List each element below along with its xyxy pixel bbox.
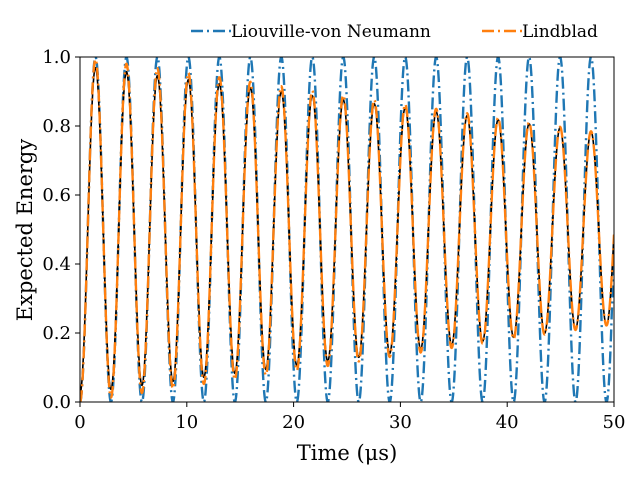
y-tick-label: 0.8: [42, 116, 71, 137]
axis-ticks: 0 10 20 30 40 50 0.0 0.2 0.4 0.6 0.8 1.0: [42, 47, 625, 433]
plot-area: [80, 57, 614, 402]
y-axis-label: Expected Energy: [13, 139, 37, 322]
y-tick-label: 0.2: [42, 323, 71, 344]
x-tick-label: 0: [74, 412, 85, 433]
x-tick-label: 20: [282, 412, 305, 433]
x-axis-label: Time (μs): [297, 441, 398, 465]
x-tick-label: 50: [603, 412, 626, 433]
y-tick-label: 0.0: [42, 392, 71, 413]
series-line-liouville-von-neumann: [80, 57, 614, 402]
x-tick-label: 10: [175, 412, 198, 433]
legend: Liouville-von Neumann Lindblad: [191, 22, 598, 42]
legend-label: Lindblad: [522, 22, 598, 42]
x-tick-label: 30: [389, 412, 412, 433]
x-tick-label: 40: [496, 412, 519, 433]
y-tick-label: 0.4: [42, 254, 71, 275]
y-tick-label: 1.0: [42, 47, 71, 68]
y-tick-label: 0.6: [42, 185, 71, 206]
axes-frame: [79, 56, 615, 403]
series-line-lindblad: [80, 58, 614, 402]
legend-label: Liouville-von Neumann: [231, 22, 431, 42]
